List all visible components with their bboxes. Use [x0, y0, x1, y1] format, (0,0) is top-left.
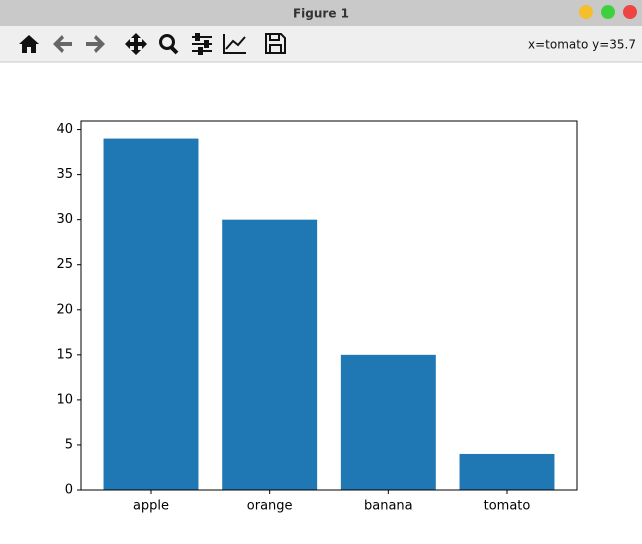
y-tick-label: 0	[65, 483, 73, 498]
status-text: x=tomato y=35.7	[528, 38, 636, 52]
bar	[103, 138, 199, 491]
y-tick-label: 20	[56, 302, 73, 317]
configure-button[interactable]	[192, 33, 212, 55]
x-tick-label: apple	[133, 499, 169, 514]
bar	[459, 453, 555, 490]
toolbar	[0, 26, 642, 62]
pan-button[interactable]	[125, 33, 147, 55]
y-tick-label: 35	[56, 167, 73, 182]
y-tick-label: 15	[56, 347, 73, 362]
window-title: Figure 1	[293, 7, 349, 21]
x-tick-label: banana	[364, 499, 413, 514]
y-tick-label: 10	[56, 392, 73, 407]
y-tick-label: 30	[56, 212, 73, 227]
axes-frame	[80, 120, 578, 491]
maximize-button[interactable]	[601, 5, 615, 19]
title-bar	[0, 0, 642, 26]
edit-axis-button[interactable]	[223, 34, 246, 54]
y-tick-label: 40	[56, 122, 73, 137]
back-button[interactable]	[53, 35, 72, 53]
minimize-button[interactable]	[579, 5, 593, 19]
bar	[340, 354, 436, 490]
forward-button[interactable]	[86, 35, 105, 53]
y-tick-label: 25	[56, 257, 73, 272]
bar	[222, 219, 318, 490]
save-button[interactable]	[265, 33, 286, 54]
y-tick-label: 5	[65, 437, 73, 452]
home-button[interactable]	[19, 35, 39, 53]
x-tick-label: tomato	[484, 499, 531, 514]
zoom-button[interactable]	[159, 34, 179, 55]
x-tick-label: orange	[247, 499, 293, 514]
close-button[interactable]	[623, 5, 637, 19]
